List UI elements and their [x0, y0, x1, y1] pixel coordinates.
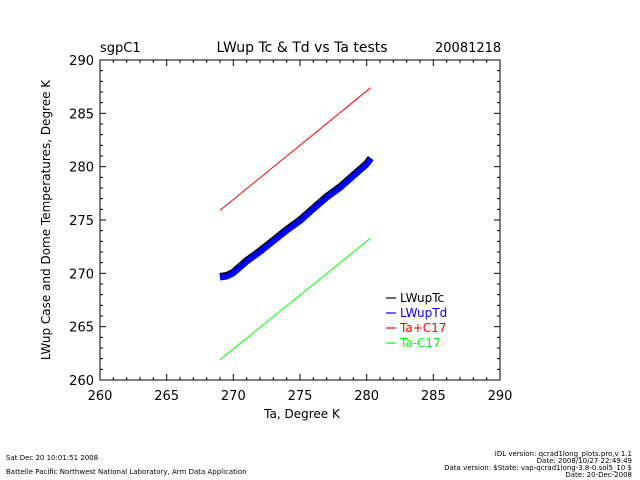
run-time: Sat Dec 20 10:01:51 2008 — [6, 454, 99, 462]
legend-label: LWupTc — [400, 291, 444, 305]
y-tick-label: 285 — [69, 107, 94, 122]
legend-label: LWupTd — [400, 306, 447, 320]
series-ta-c17 — [219, 87, 372, 211]
axis-ticks — [99, 59, 501, 381]
y-tick-label: 270 — [69, 267, 94, 282]
x-tick-label: 260 — [88, 389, 113, 404]
y-tick-label: 290 — [69, 54, 94, 69]
legend-label: Ta-C17 — [399, 336, 441, 350]
y-tick-label: 275 — [69, 214, 94, 229]
idl-version: IDL version: qcrad1long_plots.pro,v 1.1 — [494, 450, 632, 458]
y-tick-labels: 260 265 270 275 280 285 290 — [69, 54, 94, 389]
x-tick-label: 265 — [154, 389, 179, 404]
y-tick-label: 265 — [69, 321, 94, 336]
data-version: Data version: $State: vap-qcrad1long-3.8… — [444, 464, 632, 472]
x-tick-label: 270 — [221, 389, 246, 404]
series-lwuptd — [219, 157, 374, 281]
y-tick-label: 280 — [69, 161, 94, 176]
x-tick-label: 280 — [354, 389, 379, 404]
idl-date: Date: 2008/10/27 22:49:49 — [536, 457, 632, 465]
series-lwuptc — [219, 156, 374, 280]
data-date: Date: 20-Dec-2008 — [565, 471, 632, 479]
organization: Battelle Pacific Northwest National Labo… — [6, 468, 247, 476]
x-axis-label: Ta, Degree K — [263, 407, 341, 421]
date-label: 20081218 — [435, 41, 501, 56]
chart-title: LWup Tc & Td vs Ta tests — [216, 40, 387, 56]
x-tick-label: 275 — [288, 389, 313, 404]
y-tick-label: 260 — [69, 374, 94, 389]
series-ta-c17 — [219, 237, 372, 361]
site-label: sgpC1 — [100, 41, 141, 56]
x-tick-label: 290 — [488, 389, 513, 404]
x-tick-labels: 260 265 270 275 280 285 290 — [88, 389, 513, 404]
x-tick-label: 285 — [421, 389, 446, 404]
legend-label: Ta+C17 — [399, 321, 446, 335]
y-axis-label: LWup Case and Dome Temperatures, Degree … — [39, 79, 53, 360]
series-layer — [219, 87, 374, 361]
